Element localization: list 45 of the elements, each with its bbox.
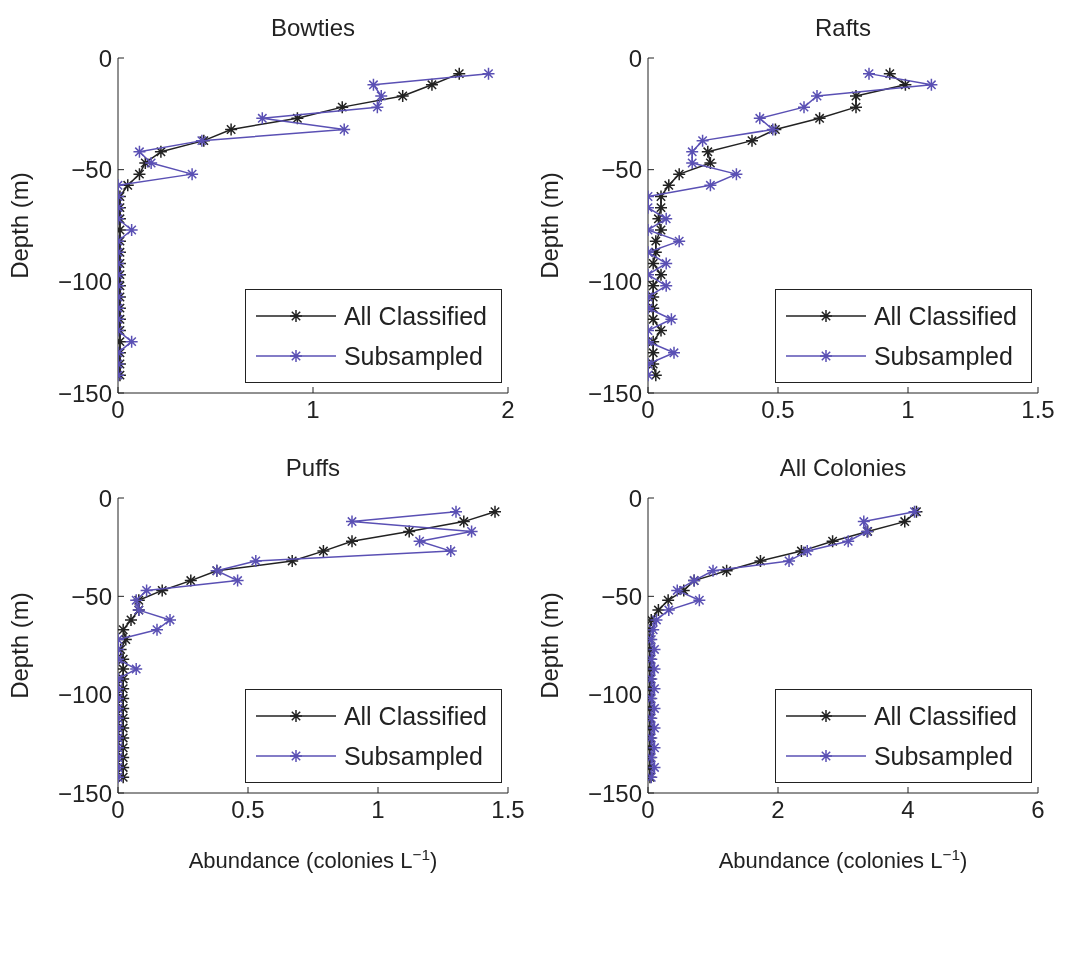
x-tick-label: 1 [371,796,385,824]
chart-title: Bowties [269,14,356,42]
legend-label: All Classified [343,301,487,332]
y-tick-label: −50 [71,156,112,184]
legend-label: Subsampled [873,341,1013,372]
x-tick-label: 1.5 [1021,396,1055,424]
legend-label: All Classified [873,301,1017,332]
x-tick-label: 0.5 [761,396,795,424]
x-axis-title: Abundance (colonies L$^{−1}$) [718,845,968,873]
legend-label: Subsampled [343,341,483,372]
x-tick-label: 1 [306,396,320,424]
chart-title: All Colonies [778,454,908,482]
y-tick-label: 0 [628,484,642,512]
y-tick-label: −150 [57,779,112,807]
y-tick-label: −100 [587,267,642,295]
y-axis-title: Depth (m) [536,592,563,699]
chart-title: Rafts [814,14,872,42]
y-tick-label: 0 [98,484,112,512]
y-tick-label: −100 [57,681,112,709]
legend-label: All Classified [343,701,487,732]
x-tick-label: 0.5 [231,796,265,824]
y-axis-title: Depth (m) [6,592,33,699]
y-tick-label: −100 [57,267,112,295]
y-tick-label: −150 [587,379,642,407]
y-axis-title: Depth (m) [536,172,563,279]
y-tick-label: −150 [587,779,642,807]
x-tick-label: 1.5 [491,796,525,824]
x-tick-label: 4 [901,796,915,824]
y-tick-label: −50 [71,582,112,610]
x-tick-label: 1 [901,396,915,424]
y-tick-label: −50 [601,156,642,184]
legend-label: All Classified [873,701,1017,732]
y-tick-label: −100 [587,681,642,709]
y-tick-label: −150 [57,379,112,407]
legend-label: Subsampled [873,741,1013,772]
y-tick-label: −50 [601,582,642,610]
x-tick-label: 6 [1031,796,1045,824]
x-axis-title: Abundance (colonies L$^{−1}$) [188,845,438,873]
y-axis-title: Depth (m) [6,172,33,279]
x-tick-label: 2 [501,396,515,424]
chart-title: Puffs [284,454,342,482]
y-tick-label: 0 [98,44,112,72]
x-tick-label: 2 [771,796,785,824]
y-tick-label: 0 [628,44,642,72]
legend-label: Subsampled [343,741,483,772]
